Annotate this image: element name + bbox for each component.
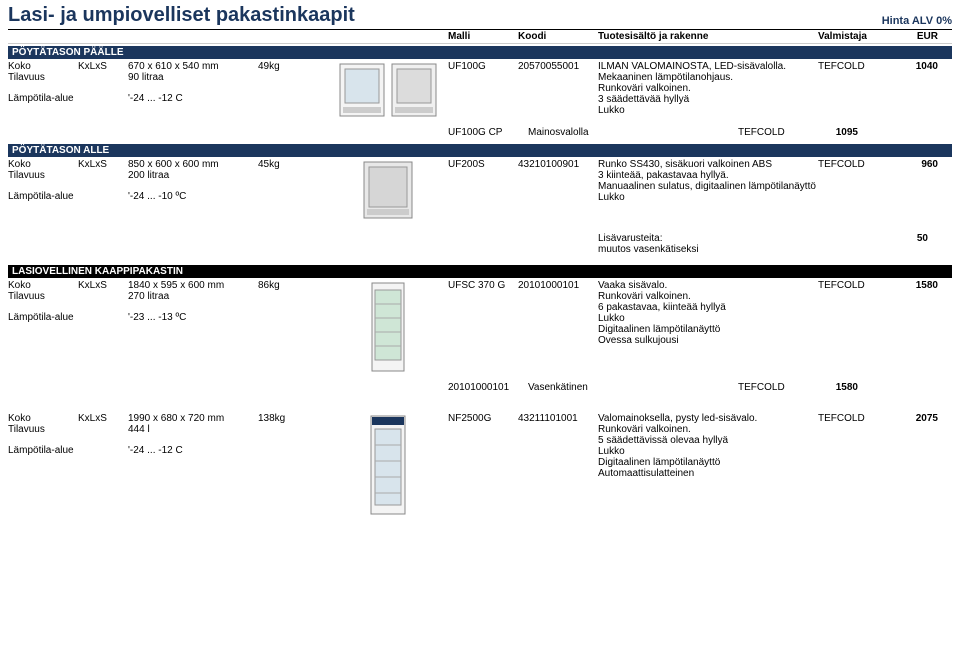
spec-temp: '-24 ... -12 C xyxy=(128,93,258,104)
tall-fridge-icon xyxy=(370,415,406,515)
product-row: Koko KxLxS 670 x 610 x 540 mm 49kg Tilav… xyxy=(8,59,952,121)
variant-code: 20101000101 xyxy=(448,382,528,393)
label-tilavuus: Tilavuus xyxy=(8,72,78,83)
title-row: Lasi- ja umpiovelliset pakastinkaapit Hi… xyxy=(8,4,952,30)
product-image xyxy=(328,159,448,219)
col-product: Tuotesisältö ja rakenne xyxy=(598,31,818,42)
extra-row: Lisävarusteita: muutos vasenkätiseksi 50 xyxy=(8,223,952,259)
price-note: Hinta ALV 0% xyxy=(882,15,952,27)
variant-manufacturer: TEFCOLD xyxy=(738,382,808,393)
col-eur: EUR xyxy=(888,31,938,42)
variant-price: 1095 xyxy=(808,127,858,138)
section-band: PÖYTÄTASON ALLE xyxy=(8,144,952,157)
product-image xyxy=(328,280,448,372)
label-temp: Lämpötila-alue xyxy=(8,93,78,104)
section-band: LASIOVELLINEN KAAPPIPAKASTIN xyxy=(8,265,952,278)
product-image xyxy=(328,413,448,515)
extra-desc: Lisävarusteita: muutos vasenkätiseksi xyxy=(598,233,878,255)
col-code: Koodi xyxy=(518,31,598,42)
extra-price: 50 xyxy=(878,233,928,255)
variant-row: UF100G CP Mainosvalolla TEFCOLD 1095 xyxy=(8,121,952,142)
column-headers: Malli Koodi Tuotesisältö ja rakenne Valm… xyxy=(8,30,952,44)
product-code: 20570055001 xyxy=(518,61,598,72)
product-row: Koko KxLxS 1990 x 680 x 720 mm 138kg Til… xyxy=(8,411,952,519)
fridge-icon xyxy=(391,63,437,117)
product-price: 1040 xyxy=(888,61,938,72)
spec-col: Koko KxLxS 670 x 610 x 540 mm 49kg Tilav… xyxy=(8,61,328,104)
fridge-icon xyxy=(339,63,385,117)
product-row: Koko KxLxS 1840 x 595 x 600 mm 86kg Tila… xyxy=(8,278,952,376)
variant-price: 1580 xyxy=(808,382,858,393)
product-manufacturer: TEFCOLD xyxy=(818,61,888,72)
product-model: UF100G xyxy=(448,61,518,72)
variant-manufacturer: TEFCOLD xyxy=(738,127,808,138)
fridge-icon xyxy=(363,161,413,219)
product-desc: ILMAN VALOMAINOSTA, LED-sisävalolla. Mek… xyxy=(598,61,818,116)
product-row: Koko KxLxS 850 x 600 x 600 mm 45kg Tilav… xyxy=(8,157,952,223)
variant-desc: Mainosvalolla xyxy=(528,127,738,138)
spec-weight: 49kg xyxy=(258,61,328,72)
col-model: Malli xyxy=(448,31,518,42)
label-koko: Koko xyxy=(8,61,78,72)
variant-desc: Vasenkätinen xyxy=(528,382,738,393)
product-image xyxy=(328,61,448,117)
tall-fridge-icon xyxy=(371,282,405,372)
section-band: PÖYTÄTASON PÄÄLLE xyxy=(8,46,952,59)
col-manufacturer: Valmistaja xyxy=(818,31,888,42)
variant-row: 20101000101 Vasenkätinen TEFCOLD 1580 xyxy=(8,376,952,397)
variant-code: UF100G CP xyxy=(448,127,528,138)
page-title: Lasi- ja umpiovelliset pakastinkaapit xyxy=(8,4,355,27)
spec-volume: 90 litraa xyxy=(128,72,258,83)
spec-dims: 670 x 610 x 540 mm xyxy=(128,61,258,72)
label-kxlxs: KxLxS xyxy=(78,61,128,72)
